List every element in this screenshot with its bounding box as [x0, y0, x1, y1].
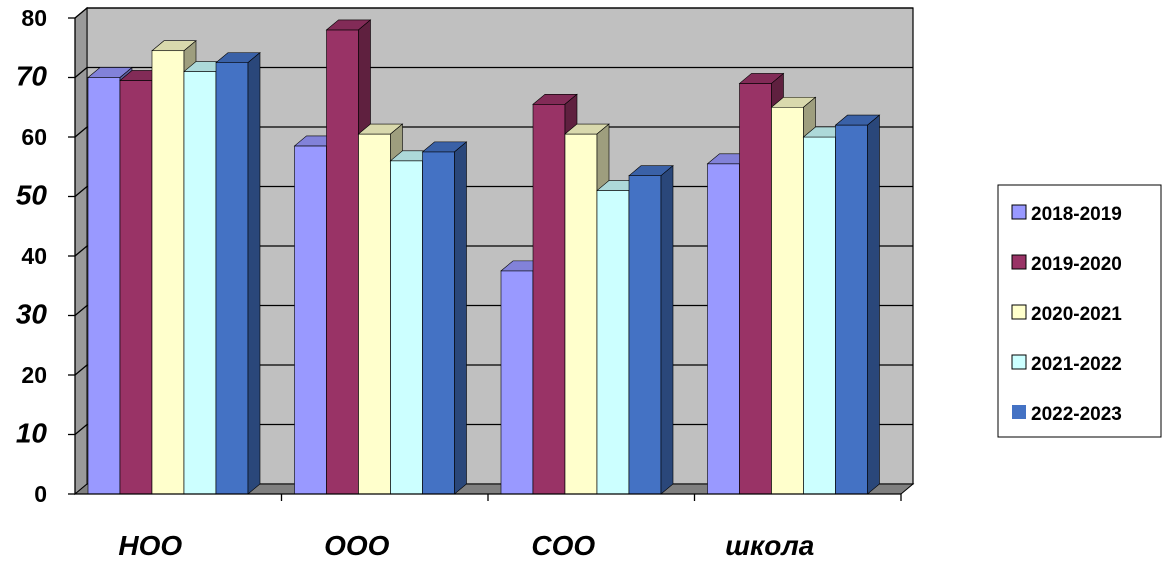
- y-tick-label: 30: [16, 299, 48, 330]
- plot-area: [73, 6, 915, 496]
- legend-label: 2018-2019: [1031, 204, 1122, 225]
- y-tick-label: 40: [21, 243, 47, 269]
- legend-swatch: [1011, 354, 1027, 370]
- bars: [87, 19, 881, 495]
- bar-front: [151, 50, 185, 495]
- y-tick-label: 80: [21, 5, 47, 31]
- legend: 2018-2019 2019-2020 2020-2021 2021-2022 2022…: [997, 184, 1162, 438]
- y-tick-label: 0: [34, 481, 47, 507]
- bar-front: [835, 124, 868, 495]
- axes: 0 10 20 30 40 50 60 70 80 НОО ООО СОО школа: [16, 5, 902, 561]
- bar-front: [119, 80, 153, 495]
- bar-front: [596, 190, 630, 495]
- bar: [834, 114, 881, 495]
- legend-label: 2020-2021: [1031, 304, 1122, 325]
- y-tick-label: 70: [16, 61, 48, 92]
- bar-front: [771, 106, 804, 495]
- bar-front: [390, 160, 423, 495]
- y-tick-label: 20: [21, 362, 47, 388]
- bar-front: [215, 62, 249, 495]
- y-tick-label: 50: [16, 180, 48, 211]
- bar-front: [707, 163, 740, 495]
- bar-front: [500, 270, 534, 495]
- bar-side: [660, 165, 674, 495]
- y-tick-label: 10: [16, 418, 48, 449]
- y-tick-label: 60: [21, 124, 47, 150]
- bar: [215, 51, 261, 495]
- legend-label: 2019-2020: [1031, 254, 1122, 275]
- x-category-label: школа: [725, 530, 814, 560]
- legend-label: 2022-2023: [1031, 404, 1122, 425]
- bar-front: [422, 151, 455, 495]
- bar-front: [803, 136, 836, 495]
- bar-side: [454, 141, 467, 495]
- legend-label: 2021-2022: [1031, 354, 1122, 375]
- legend-swatch: [1012, 405, 1026, 419]
- bar-side: [247, 51, 261, 495]
- bar: [628, 165, 674, 495]
- bar-front: [564, 133, 598, 495]
- bar-front: [628, 175, 662, 495]
- gridline: [74, 66, 913, 78]
- x-category-label: СОО: [531, 530, 595, 560]
- bar-front: [183, 71, 217, 495]
- legend-swatch: [1011, 304, 1027, 320]
- legend-swatch: [1011, 204, 1027, 220]
- bar-front: [294, 145, 327, 495]
- bar-side: [867, 114, 880, 495]
- bar-front: [358, 133, 391, 495]
- x-category-label: НОО: [118, 530, 182, 560]
- bar-front: [739, 83, 772, 495]
- gridline: [74, 126, 913, 138]
- bar-front: [87, 77, 121, 495]
- bar-front: [326, 29, 359, 495]
- x-category-label: ООО: [324, 530, 390, 560]
- legend-swatch: [1011, 254, 1027, 270]
- bar: [421, 141, 468, 495]
- gridline: [74, 7, 913, 19]
- bar-front: [532, 103, 566, 495]
